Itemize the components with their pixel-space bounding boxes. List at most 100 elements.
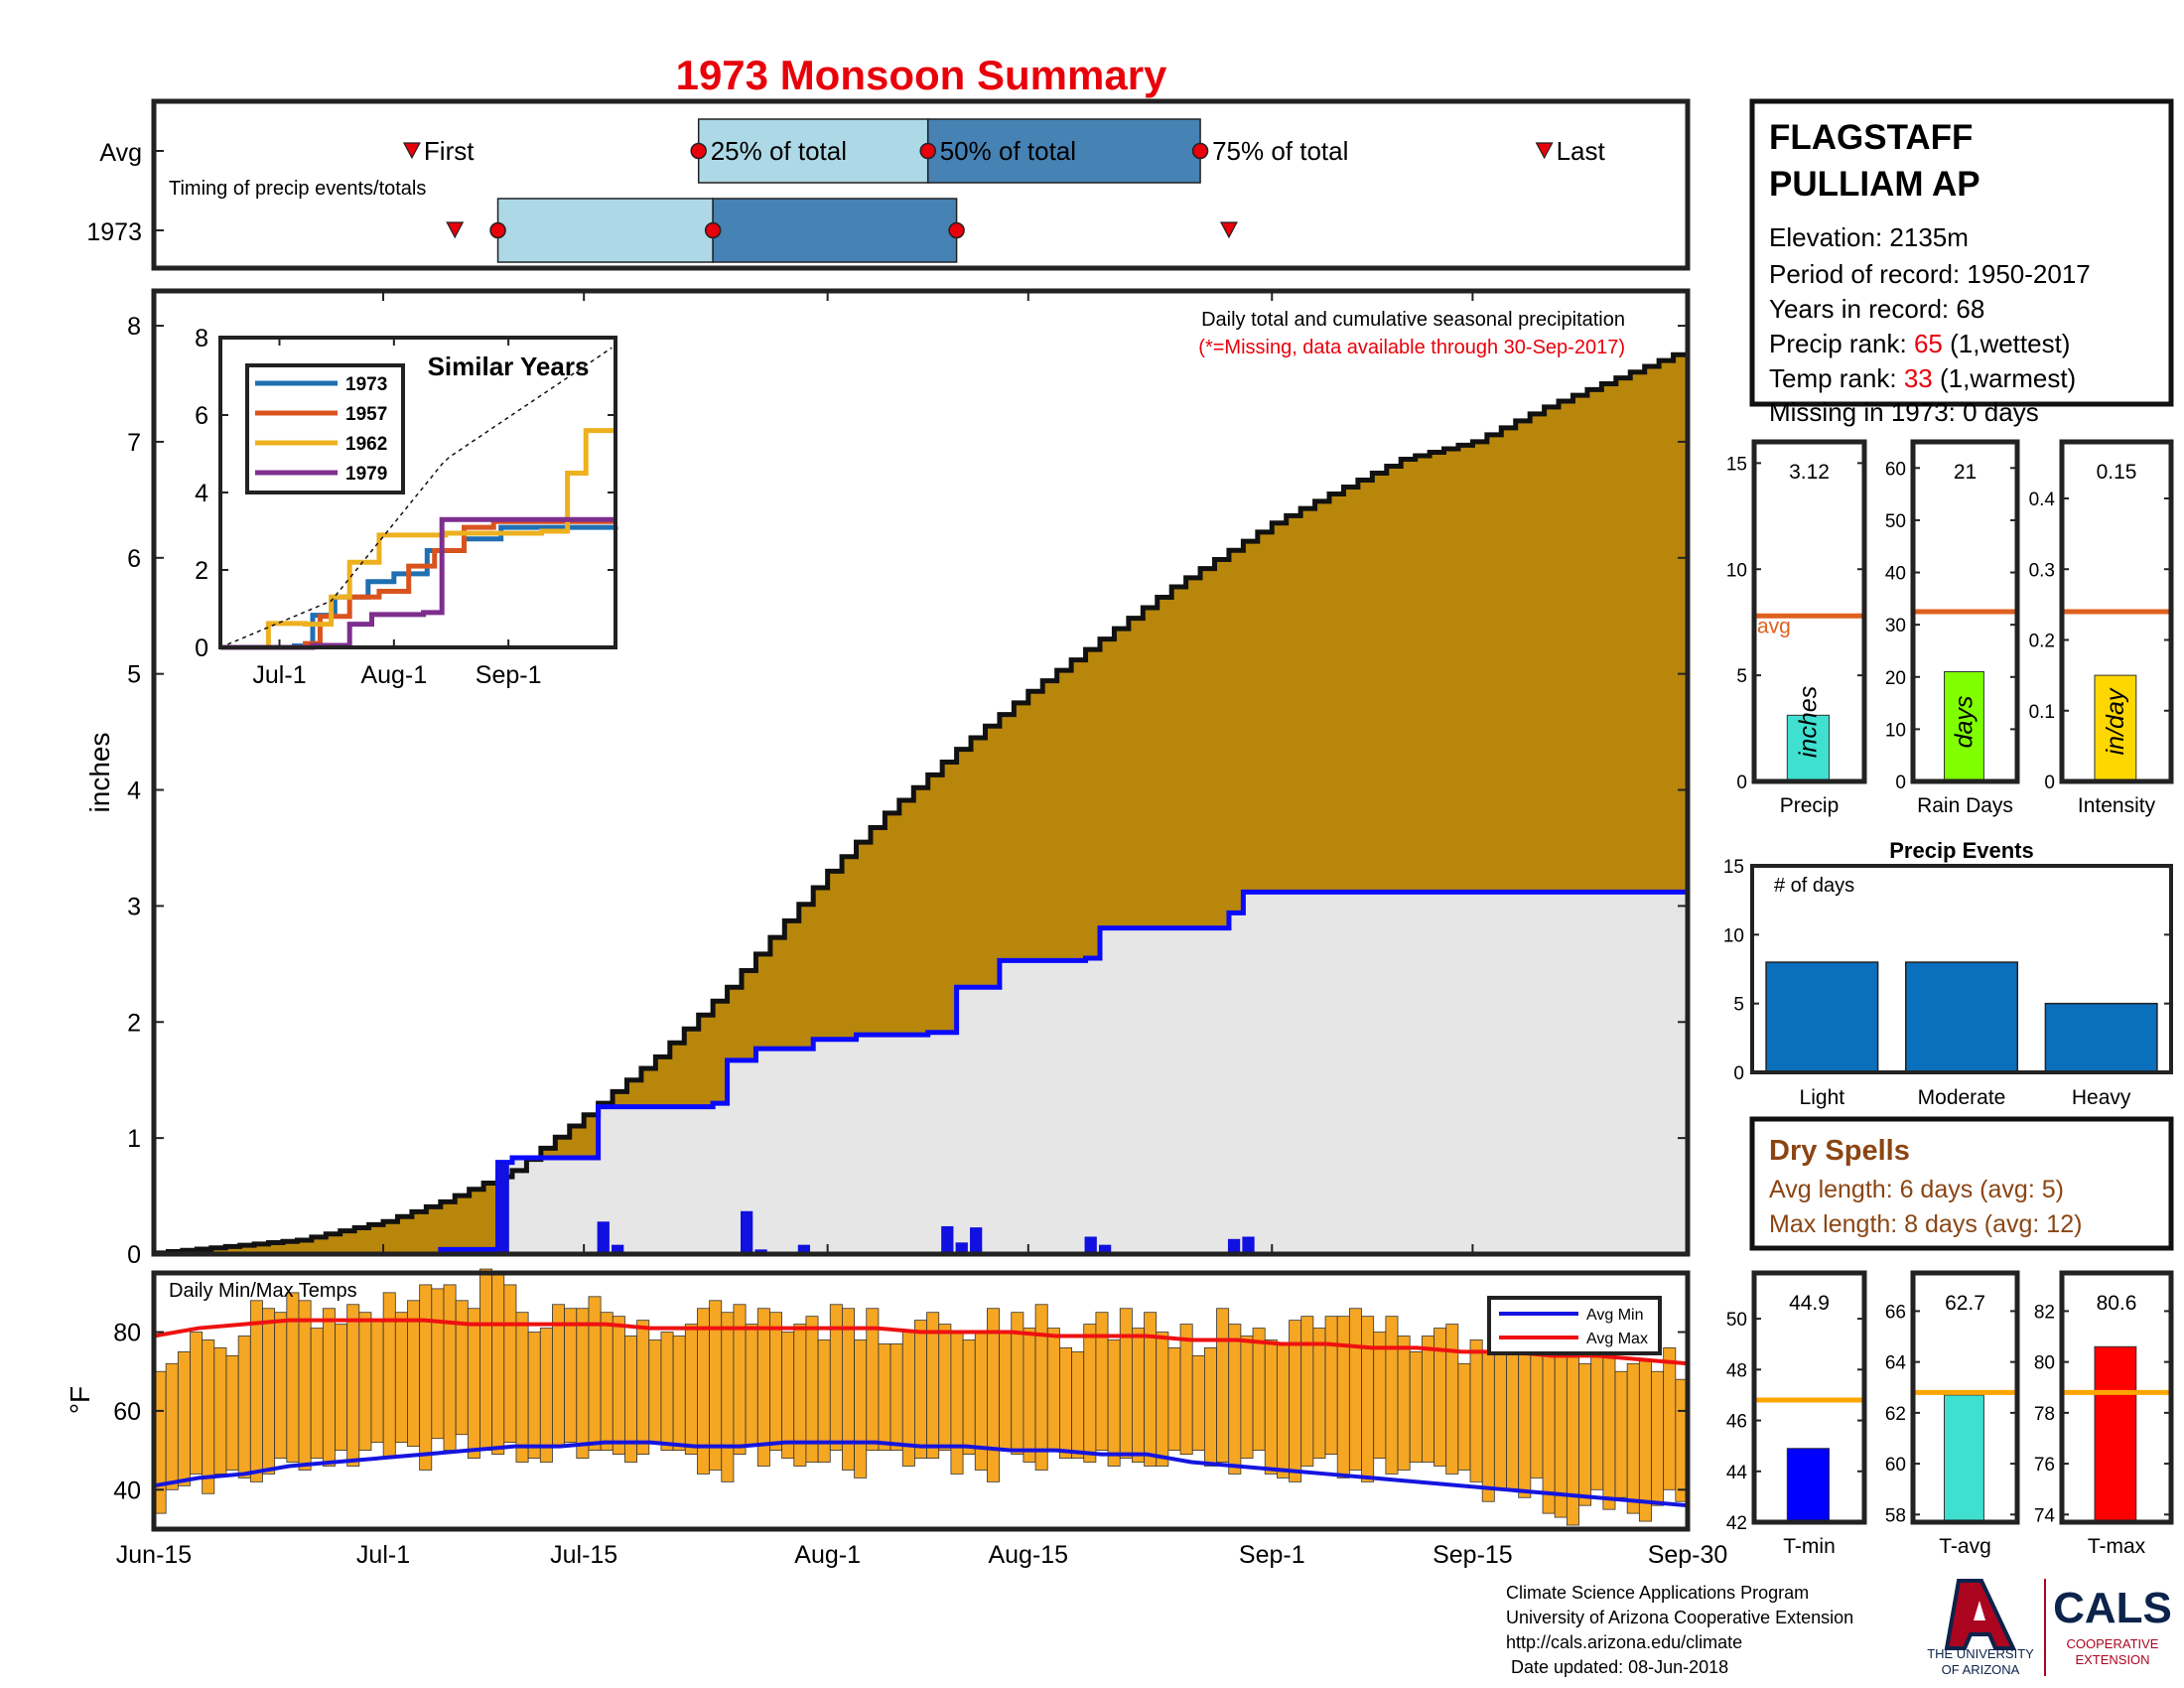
x-tick-label: Sep-30 xyxy=(1648,1541,1728,1569)
footer-line3: http://cals.arizona.edu/climate xyxy=(1506,1632,1742,1652)
inset-x-tick-label: Sep-1 xyxy=(476,661,542,689)
event-tick-label: 15 xyxy=(1723,857,1744,878)
summary-frame xyxy=(1910,1270,2020,1525)
daily-temp-bar xyxy=(1518,1339,1532,1498)
inset-y-tick-label: 8 xyxy=(195,325,208,352)
temps-legend: Avg Min Avg Max xyxy=(1487,1296,1662,1355)
timing-label-p50: 50% of total xyxy=(940,136,1076,166)
station-info-box: FLAGSTAFF PULLIAM AP Elevation: 2135m Pe… xyxy=(1749,98,2174,407)
daily-temp-bar xyxy=(213,1347,227,1475)
timing-marker-p50 xyxy=(704,221,722,239)
timing-label-p25: 25% of total xyxy=(711,136,847,166)
summary-tick-label: 50 xyxy=(1726,1310,1747,1331)
daily-temp-bar xyxy=(576,1308,590,1459)
daily-temp-bar xyxy=(1457,1362,1471,1471)
daily-temp-bar xyxy=(660,1332,674,1452)
dry-spells-max-length: Max length: 8 days (avg: 12) xyxy=(1769,1210,2082,1238)
daily-temp-bar xyxy=(636,1320,650,1455)
daily-precip-bar xyxy=(1084,1236,1097,1254)
precip-events-title: Precip Events xyxy=(1889,838,2034,863)
timing-marker-p25 xyxy=(690,142,707,160)
daily-temp-bar xyxy=(612,1316,625,1455)
station-name-line2: PULLIAM AP xyxy=(1769,165,1980,204)
summary-value-label: 0.15 xyxy=(2097,461,2137,484)
precip-events-panel: Precip Events Light Moderate Heavy 0 5 10 15 #… xyxy=(1723,838,2173,1109)
daily-temp-bar xyxy=(1252,1328,1266,1452)
daily-precip-bar xyxy=(597,1221,610,1254)
summary-tick-label: 50 xyxy=(1885,511,1906,532)
avg-cumulative-line xyxy=(154,349,1691,1256)
daily-temp-bar xyxy=(310,1328,324,1459)
daily-temp-bar xyxy=(1336,1316,1350,1478)
temps-plot-area xyxy=(153,1268,1689,1526)
summary-tick-label: 0 xyxy=(1895,773,1906,793)
inset-y-tick-label: 2 xyxy=(195,557,208,585)
precip-rank-label: Precip rank: xyxy=(1769,329,1914,358)
daily-temp-bar xyxy=(999,1332,1013,1452)
temps-y-label: °F xyxy=(65,1386,95,1414)
daily-temp-bar xyxy=(697,1308,711,1475)
cals-logo-sub1: COOPERATIVE xyxy=(2067,1636,2159,1651)
summary-value-label: 3.12 xyxy=(1789,461,1830,484)
summary-tick-label: 15 xyxy=(1726,454,1747,475)
daily-temp-bar xyxy=(225,1354,239,1471)
daily-temp-bar xyxy=(1566,1343,1579,1526)
precip-rank-suffix: (1,wettest) xyxy=(1943,329,2071,358)
daily-temp-bar xyxy=(1469,1339,1483,1482)
summary-tick-label: 76 xyxy=(2034,1455,2055,1476)
daily-precip-bar xyxy=(1227,1238,1241,1254)
daily-temp-bar xyxy=(346,1304,360,1467)
daily-temp-bar xyxy=(177,1350,191,1486)
summary-inner-label: in/day xyxy=(2102,687,2129,755)
daily-temp-bar xyxy=(1445,1324,1459,1475)
daily-temp-bar xyxy=(684,1324,698,1455)
summary-inner-label: inches xyxy=(1794,686,1822,758)
daily-temp-bar xyxy=(938,1324,952,1452)
y-tick-label: 4 xyxy=(127,777,141,805)
inset-ticks: 0 2 4 6 8 Jul-1 Aug-1 Sep-1 xyxy=(195,325,615,689)
daily-temp-bar xyxy=(1167,1347,1181,1452)
daily-temp-bar xyxy=(370,1320,384,1444)
daily-temp-bar xyxy=(467,1308,480,1459)
daily-temp-bar xyxy=(262,1308,276,1475)
station-years: Years in record: 68 xyxy=(1769,294,1984,324)
daily-temp-bar xyxy=(600,1312,614,1452)
cumulative-note-title: Daily total and cumulative seasonal prec… xyxy=(1201,309,1625,331)
daily-temp-bar xyxy=(503,1284,517,1444)
daily-temp-bar xyxy=(165,1362,179,1490)
inset-legend: 1973 1957 1962 1979 xyxy=(245,363,405,494)
station-temp-rank: Temp rank: 33 (1,warmest) xyxy=(1769,363,2076,393)
daily-temp-bar xyxy=(491,1272,505,1455)
timing-triangle-last xyxy=(1219,221,1238,239)
inset-x-tick-label: Aug-1 xyxy=(360,661,427,689)
daily-precip-bar xyxy=(1098,1244,1112,1254)
summary-tick-label: 5 xyxy=(1736,666,1747,687)
event-category-label: Heavy xyxy=(2072,1086,2131,1109)
summary-bar-T-avg xyxy=(1944,1394,1984,1523)
daily-temp-bar xyxy=(1506,1336,1520,1490)
daily-temp-bar xyxy=(1034,1304,1048,1471)
daily-temp-bar xyxy=(1179,1324,1193,1455)
temps-panel-frame xyxy=(151,1270,1691,1532)
summary-tick-label: 0 xyxy=(2044,773,2055,793)
daily-temp-bar xyxy=(1542,1354,1556,1514)
temps-legend-frame xyxy=(1487,1296,1662,1355)
timing-marker-p75 xyxy=(1191,142,1209,160)
footer-line1: Climate Science Applications Program xyxy=(1506,1583,1809,1603)
daily-temp-bar xyxy=(443,1284,457,1452)
summary-bar-T-max xyxy=(2094,1345,2137,1523)
summary-bar-Rain Days xyxy=(1944,671,1984,782)
daily-temp-bar xyxy=(1493,1347,1507,1490)
daily-temp-bar xyxy=(249,1300,263,1482)
summary-value-label: 62.7 xyxy=(1945,1292,1985,1315)
summary-tick-label: 0.2 xyxy=(2029,632,2055,652)
y-tick-label: 2 xyxy=(127,1009,141,1037)
daily-temp-bar xyxy=(1071,1350,1085,1459)
daily-temp-bar xyxy=(298,1300,312,1471)
summary-tick-label: 10 xyxy=(1726,560,1747,581)
dry-spells-frame xyxy=(1749,1116,2174,1251)
daily-temp-bar xyxy=(1626,1362,1640,1514)
